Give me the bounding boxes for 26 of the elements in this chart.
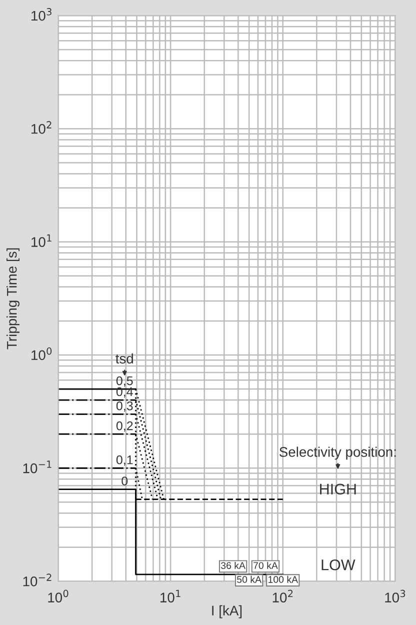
- y-tick-label: 10$^{3}$: [32, 8, 52, 21]
- annotation: 36 kA: [220, 562, 246, 569]
- y-tick-label: 10$^{2}$: [32, 121, 52, 134]
- x-axis-title: I [kA]: [212, 605, 242, 618]
- annotation: 0,2: [116, 421, 133, 432]
- y-tick-label: 10$^{0}$: [32, 347, 52, 360]
- annotation: tsd: [116, 353, 133, 364]
- x-tick-label: 10$^{3}$: [385, 590, 406, 602]
- x-tick-label: 10$^{2}$: [272, 590, 293, 602]
- x-tick-label: 10$^{1}$: [160, 590, 180, 602]
- annotation: 0,4: [116, 387, 133, 398]
- annotation: 0,3: [116, 401, 133, 412]
- y-tick-label: 10$^{−1}$: [23, 460, 52, 474]
- annotation: 0,1: [116, 455, 133, 466]
- annotation: 100 kA: [268, 576, 298, 583]
- annotation: Selectivity position:: [279, 446, 396, 460]
- annotation: 0: [122, 476, 128, 486]
- y-tick-label: 10$^{1}$: [32, 234, 52, 247]
- annotation: 70 kA: [254, 562, 278, 569]
- annotation: 0,5: [116, 376, 133, 387]
- annotation: 50 kA: [237, 576, 262, 583]
- annotation: HIGH: [320, 484, 356, 495]
- y-axis-title: Tripping Time [s]: [6, 248, 20, 350]
- x-tick-label: 10$^{0}$: [48, 590, 68, 602]
- annotation: LOW: [322, 559, 356, 570]
- y-tick-label: 10$^{−2}$: [23, 574, 52, 586]
